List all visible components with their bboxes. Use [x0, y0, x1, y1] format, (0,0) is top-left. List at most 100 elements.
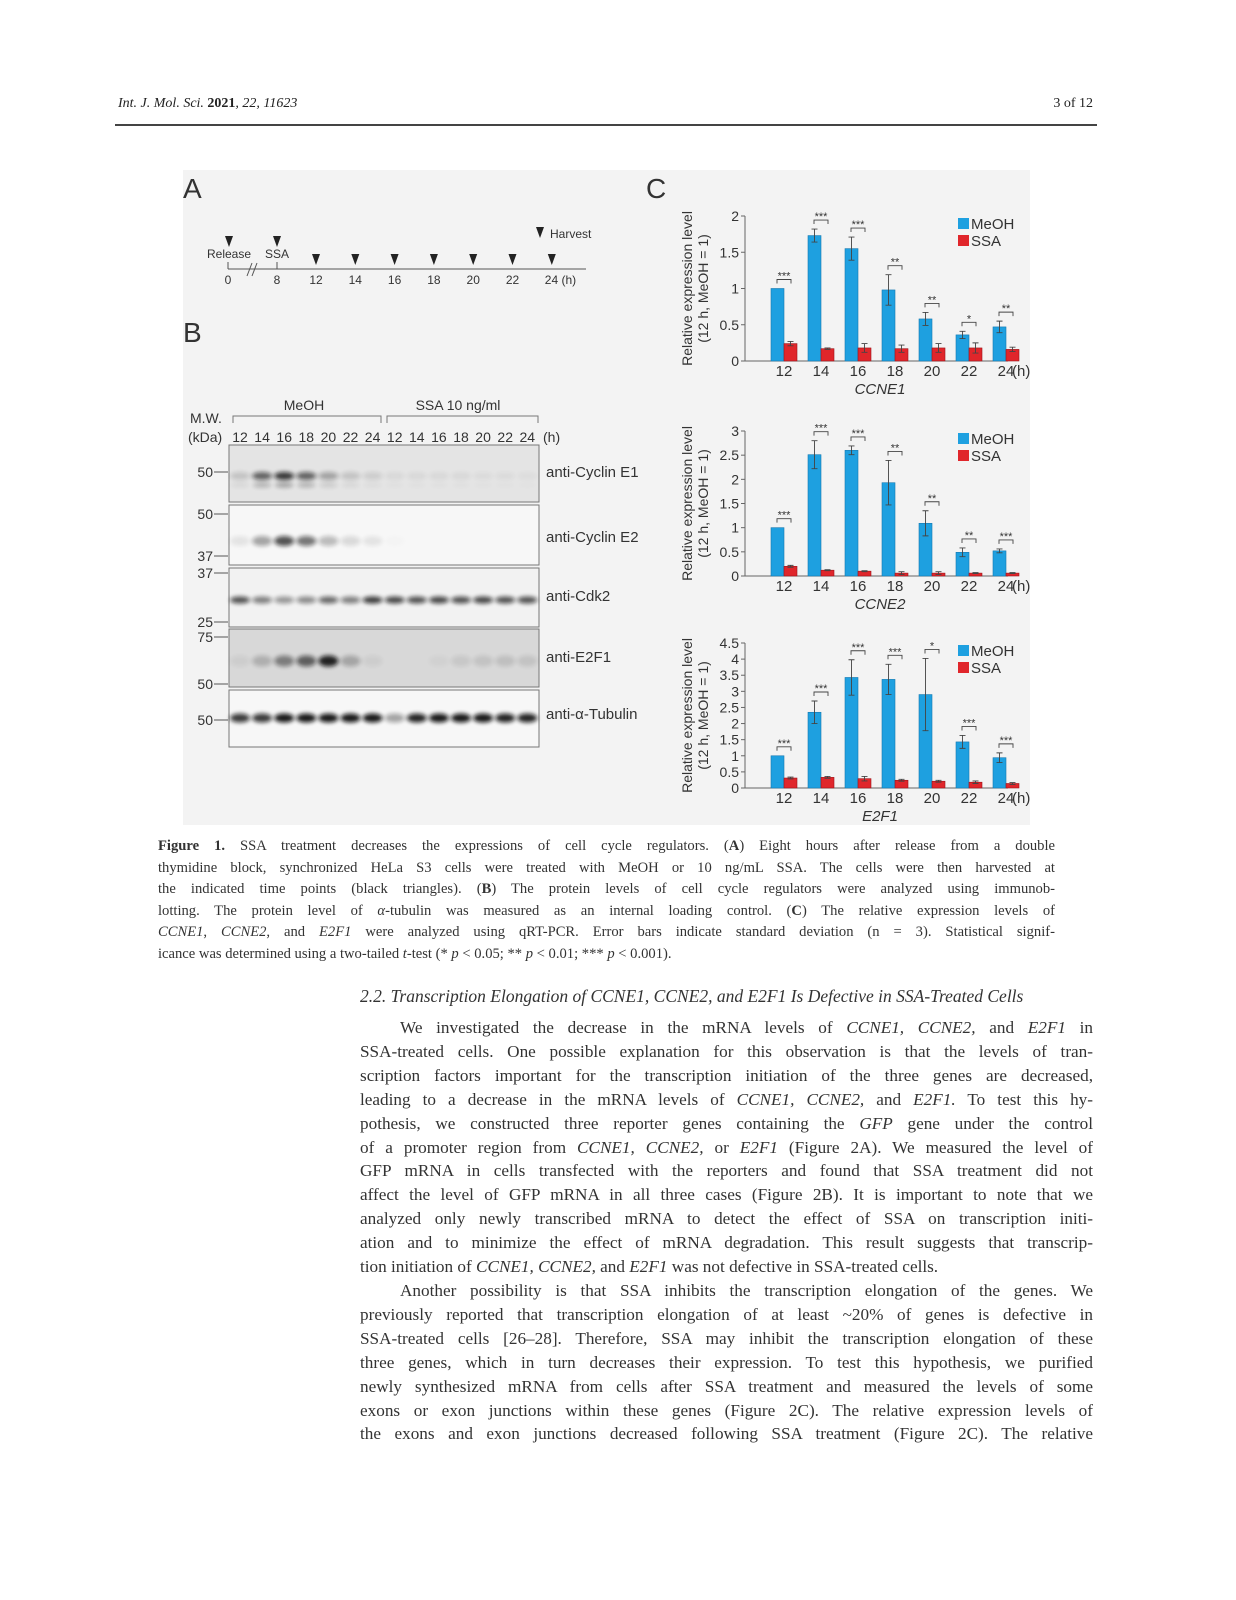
error-bar: [959, 547, 966, 558]
error-bar: [935, 343, 942, 353]
blot-band: [362, 713, 383, 723]
y-tick-label: 2.5: [720, 699, 740, 715]
significance-bracket: [776, 746, 792, 751]
section-heading: 2.2. Transcription Elongation of CCNE1, …: [360, 986, 1024, 1006]
x-tick-label: 14: [813, 790, 830, 807]
lane-label: 12: [232, 429, 248, 445]
y-tick-label: 0.5: [720, 317, 740, 333]
blot-strip: [228, 444, 540, 503]
blot-band: [340, 596, 361, 604]
blot-band: [318, 472, 339, 480]
text-segment: icance was determined using a two-tailed: [158, 945, 403, 962]
time-label: 22: [506, 273, 520, 287]
significance-stars: ***: [852, 428, 866, 440]
text-line: leading to a decrease in the mRNA levels…: [360, 1088, 1093, 1112]
error-bar: [1009, 346, 1016, 353]
blot-band: [517, 472, 537, 480]
significance-bracket: [887, 654, 903, 660]
error-bar: [898, 571, 905, 575]
significance-stars: ***: [889, 646, 903, 658]
x-tick-label: 22: [961, 363, 978, 380]
blot-band: [428, 472, 449, 480]
legend-label-meoh: MeOH: [971, 431, 1014, 448]
blot-band: [274, 596, 295, 604]
harvest-arrow-icon: [547, 254, 556, 265]
lane-label: 16: [276, 429, 292, 445]
significance-stars: ***: [1000, 531, 1014, 543]
lane-label: 14: [409, 429, 425, 445]
y-axis-label-2: (12 h, MeOH = 1): [695, 449, 711, 558]
blot-band: [384, 472, 405, 480]
text-line: CCNE1, CCNE2, and E2F1 were analyzed usi…: [158, 922, 1055, 944]
journal-volume: , 22, 11623: [235, 96, 298, 111]
y-tick-label: 1: [731, 748, 739, 764]
lane-label: 22: [497, 429, 513, 445]
blot-band: [408, 483, 426, 488]
significance-stars: **: [891, 257, 900, 269]
text-line: lotting. The protein level of α-tubulin …: [158, 901, 1055, 923]
error-bar: [972, 342, 979, 354]
text-segment: GFP: [859, 1113, 893, 1133]
significance-bracket: [924, 649, 940, 654]
bar-ssa: [783, 777, 798, 789]
blot-band: [385, 536, 405, 546]
significance-bracket: [887, 265, 903, 270]
mw-marker: 75: [197, 629, 213, 645]
text-segment: SSA treatment decreases the expressions …: [225, 838, 729, 854]
text-segment: p: [607, 945, 615, 962]
significance-stars: ***: [815, 683, 829, 695]
bar-meoh: [770, 527, 785, 577]
text-line: tion initiation of CCNE1, CCNE2, and E2F…: [360, 1255, 1093, 1279]
text-segment: E2F1: [1027, 1018, 1066, 1037]
significance-bracket: [924, 302, 940, 308]
text-segment: , and: [266, 924, 319, 941]
text-segment: leading to a decrease in the mRNA levels…: [360, 1089, 737, 1109]
significance-stars: ***: [778, 738, 792, 750]
blot-band: [274, 655, 295, 667]
bar-meoh: [770, 755, 785, 789]
blot-band: [428, 713, 449, 723]
blot-band: [451, 713, 471, 723]
blot-band: [474, 483, 492, 488]
error-bar: [824, 569, 831, 572]
text-line: icance was determined using a two-tailed…: [158, 944, 1055, 966]
text-segment: ation and to minimize the effect of mRNA…: [360, 1233, 1093, 1253]
text-segment: B: [481, 881, 492, 898]
legend-label-ssa: SSA: [971, 448, 1001, 465]
error-bar: [848, 445, 855, 456]
body-text: We investigated the decrease in the mRNA…: [360, 1016, 1093, 1446]
text-segment: CCNE1, CCNE2,: [476, 1257, 596, 1277]
lane-label: 16: [431, 429, 447, 445]
text-segment: < 0.05; **: [458, 945, 526, 962]
blot-band: [518, 483, 536, 488]
bar-ssa: [820, 777, 835, 789]
mw-marker: 37: [197, 548, 213, 564]
x-axis-label: CCNE1: [855, 381, 906, 398]
y-tick-label: 2: [731, 208, 739, 224]
text-segment: E2F1: [629, 1257, 668, 1277]
error-bar: [996, 548, 1003, 554]
error-bar: [848, 236, 855, 261]
text-line: three genes, which in turn decreases the…: [360, 1351, 1093, 1375]
western-blot: M.W. (kDa) MeOH SSA 10 ng/ml 12 14 16 18 20 22 24 1…: [188, 397, 639, 748]
antibody-label: anti-Cyclin E2: [546, 529, 639, 546]
blot-band: [429, 656, 449, 667]
lane-label: 18: [299, 429, 315, 445]
bar-meoh: [881, 679, 896, 789]
blot-band: [451, 472, 471, 480]
release-label: Release: [207, 247, 251, 261]
error-bar: [811, 228, 818, 243]
text-segment: gene under the control: [892, 1113, 1093, 1133]
error-bar: [922, 510, 929, 537]
mw-marker: 37: [197, 565, 213, 581]
text-segment: Another possibility is that SSA inhibits…: [400, 1280, 1093, 1300]
blot-band: [231, 482, 249, 488]
text-line: Another possibility is that SSA inhibits…: [360, 1279, 1093, 1303]
blot-band: [517, 655, 538, 667]
group-bracket: [386, 415, 539, 423]
time-label: 12: [309, 273, 323, 287]
blot-band: [362, 472, 383, 480]
x-axis-label: CCNE2: [855, 596, 907, 613]
blot-band: [362, 596, 383, 604]
blot-band: [318, 713, 339, 723]
